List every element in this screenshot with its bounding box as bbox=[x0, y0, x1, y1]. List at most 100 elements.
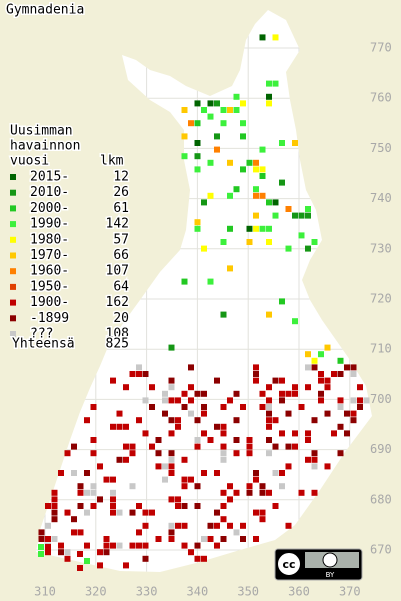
observation-square bbox=[207, 113, 214, 120]
observation-square bbox=[272, 34, 279, 41]
x-tick-label: 370 bbox=[339, 585, 361, 599]
observation-square bbox=[246, 159, 253, 166]
observation-square bbox=[220, 456, 227, 463]
observation-square bbox=[97, 562, 103, 569]
observation-square bbox=[272, 212, 279, 219]
observation-square bbox=[201, 199, 207, 206]
observation-square bbox=[142, 522, 149, 529]
observation-square bbox=[90, 404, 97, 410]
observation-square bbox=[181, 107, 188, 113]
observation-square bbox=[181, 133, 188, 140]
observation-square bbox=[58, 549, 64, 556]
y-tick-label: 690 bbox=[370, 442, 392, 456]
legend-total: 825 bbox=[106, 337, 129, 352]
observation-square bbox=[272, 443, 279, 450]
observation-square bbox=[181, 542, 188, 549]
cc-badge: cc BY bbox=[274, 548, 363, 581]
observation-square bbox=[227, 192, 233, 199]
observation-square bbox=[318, 390, 324, 397]
legend-count: 57 bbox=[113, 232, 129, 247]
observation-square bbox=[259, 516, 266, 523]
y-tick-label: 720 bbox=[370, 292, 392, 306]
observation-square bbox=[279, 397, 285, 404]
observation-square bbox=[324, 344, 331, 351]
observation-square bbox=[253, 192, 259, 199]
observation-square bbox=[175, 522, 181, 529]
observation-square bbox=[77, 551, 83, 557]
observation-square bbox=[51, 516, 58, 523]
observation-square bbox=[162, 476, 168, 483]
observation-square bbox=[45, 522, 51, 529]
observation-square bbox=[357, 384, 363, 391]
observation-square bbox=[305, 384, 311, 391]
observation-square bbox=[266, 423, 272, 430]
observation-square bbox=[253, 225, 259, 232]
observation-square bbox=[266, 93, 272, 100]
observation-square bbox=[259, 173, 266, 179]
observation-square bbox=[311, 417, 318, 424]
observation-square bbox=[97, 549, 103, 556]
observation-square bbox=[214, 542, 220, 549]
observation-square bbox=[201, 430, 207, 437]
legend-label: 2015- bbox=[30, 170, 69, 185]
legend-swatch bbox=[10, 268, 16, 275]
observation-square bbox=[97, 496, 103, 503]
observation-square bbox=[259, 146, 266, 153]
observation-square bbox=[77, 565, 83, 571]
observation-square bbox=[201, 245, 207, 252]
observation-square bbox=[103, 536, 110, 542]
observation-square bbox=[279, 483, 285, 490]
observation-square bbox=[266, 489, 272, 496]
observation-square bbox=[136, 529, 142, 536]
observation-square bbox=[110, 509, 116, 516]
observation-square bbox=[175, 397, 181, 404]
observation-square bbox=[90, 483, 97, 490]
observation-square bbox=[168, 536, 175, 542]
observation-square bbox=[64, 509, 71, 516]
y-tick-label: 710 bbox=[370, 342, 392, 356]
observation-square bbox=[259, 404, 266, 410]
legend-count: 20 bbox=[113, 311, 129, 326]
legend-count: 107 bbox=[106, 264, 129, 279]
observation-square bbox=[285, 410, 292, 417]
observation-square bbox=[305, 456, 311, 463]
observation-square bbox=[149, 443, 155, 450]
observation-square bbox=[194, 100, 201, 107]
observation-square bbox=[350, 364, 357, 371]
observation-square bbox=[207, 536, 214, 542]
observation-square bbox=[149, 509, 155, 516]
observation-square bbox=[168, 529, 175, 536]
legend-swatch bbox=[10, 189, 16, 196]
observation-square bbox=[363, 397, 370, 404]
observation-square bbox=[220, 503, 227, 509]
observation-square bbox=[227, 397, 233, 404]
observation-square bbox=[58, 470, 64, 476]
observation-square bbox=[38, 529, 45, 536]
legend-heading: vuosi bbox=[10, 154, 49, 169]
observation-square bbox=[233, 390, 240, 397]
cc-text: cc bbox=[282, 558, 295, 571]
observation-square bbox=[45, 536, 51, 542]
observation-square bbox=[279, 470, 285, 476]
observation-square bbox=[201, 470, 207, 476]
observation-square bbox=[188, 549, 194, 556]
observation-square bbox=[311, 364, 318, 371]
observation-square bbox=[266, 404, 272, 410]
observation-square bbox=[207, 278, 214, 285]
observation-square bbox=[227, 225, 233, 232]
observation-square bbox=[71, 516, 77, 523]
observation-square bbox=[220, 423, 227, 430]
observation-square bbox=[253, 159, 259, 166]
observation-square bbox=[305, 364, 311, 371]
observation-square bbox=[168, 463, 175, 470]
observation-square bbox=[175, 496, 181, 503]
observation-square bbox=[123, 423, 129, 430]
observation-square bbox=[168, 397, 175, 404]
observation-square bbox=[214, 470, 220, 476]
x-tick-label: 340 bbox=[187, 585, 209, 599]
observation-square bbox=[266, 239, 272, 245]
observation-square bbox=[272, 417, 279, 424]
finland-outline bbox=[36, 10, 372, 572]
observation-square bbox=[90, 450, 97, 457]
observation-square bbox=[84, 470, 90, 476]
